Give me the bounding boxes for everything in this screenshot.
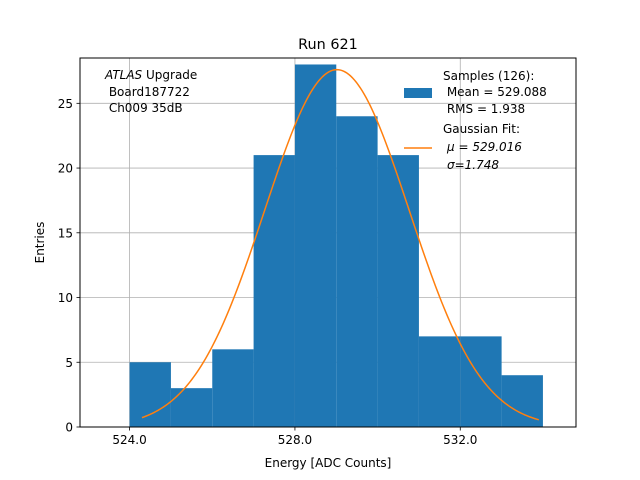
histogram-bar bbox=[377, 155, 419, 427]
legend-fit-title: Gaussian Fit: bbox=[443, 122, 520, 136]
x-tick-label: 532.0 bbox=[443, 433, 477, 447]
histogram-bar bbox=[336, 116, 378, 428]
gaussian-fit bbox=[141, 68, 540, 421]
histogram-bar bbox=[460, 336, 502, 427]
plot-frame bbox=[79, 57, 577, 428]
upgrade-label: Upgrade bbox=[142, 68, 197, 82]
board-label: Board187722 bbox=[105, 85, 190, 99]
x-ticks: 524.0 528.0 532.0 bbox=[112, 427, 477, 447]
y-tick-label: 5 bbox=[65, 356, 73, 370]
x-tick-label: 528.0 bbox=[278, 433, 312, 447]
histogram-bar bbox=[253, 155, 295, 427]
y-tick-label: 25 bbox=[58, 97, 73, 111]
histogram-bar bbox=[418, 336, 461, 427]
legend-sigma-label: σ=1.748 bbox=[447, 158, 499, 172]
histogram-bar bbox=[212, 349, 254, 427]
histogram-bar bbox=[170, 388, 213, 427]
y-tick-label: 20 bbox=[58, 162, 73, 176]
y-ticks: 0 5 10 15 20 25 bbox=[58, 97, 80, 435]
legend-samples-label: Samples (126): bbox=[443, 69, 534, 83]
y-tick-label: 15 bbox=[58, 226, 73, 240]
histogram-bar bbox=[294, 64, 337, 427]
legend: Samples (126): Mean = 529.088 RMS = 1.93… bbox=[404, 69, 547, 172]
legend-rms-label: RMS = 1.938 bbox=[443, 102, 525, 116]
y-tick-label: 10 bbox=[58, 291, 73, 305]
y-axis-label: Entries bbox=[33, 222, 47, 264]
legend-mean-label: Mean = 529.088 bbox=[443, 85, 547, 99]
atlas-annotation: ATLAS Upgrade Board187722 Ch009 35dB bbox=[104, 68, 197, 115]
svg-text:ATLAS Upgrade: ATLAS Upgrade bbox=[104, 68, 197, 82]
histogram-bars bbox=[129, 64, 543, 428]
y-tick-label: 0 bbox=[65, 421, 73, 435]
x-tick-label: 524.0 bbox=[112, 433, 146, 447]
gaussian-fit-line bbox=[141, 68, 540, 421]
x-axis-label: Energy [ADC Counts] bbox=[265, 456, 392, 470]
legend-mu-label: μ = 529.016 bbox=[446, 140, 522, 154]
atlas-label: ATLAS bbox=[104, 68, 143, 82]
channel-label: Ch009 35dB bbox=[105, 101, 183, 115]
histogram-bar bbox=[129, 362, 171, 427]
legend-histogram-swatch bbox=[404, 88, 432, 98]
chart-title: Run 621 bbox=[298, 37, 358, 53]
